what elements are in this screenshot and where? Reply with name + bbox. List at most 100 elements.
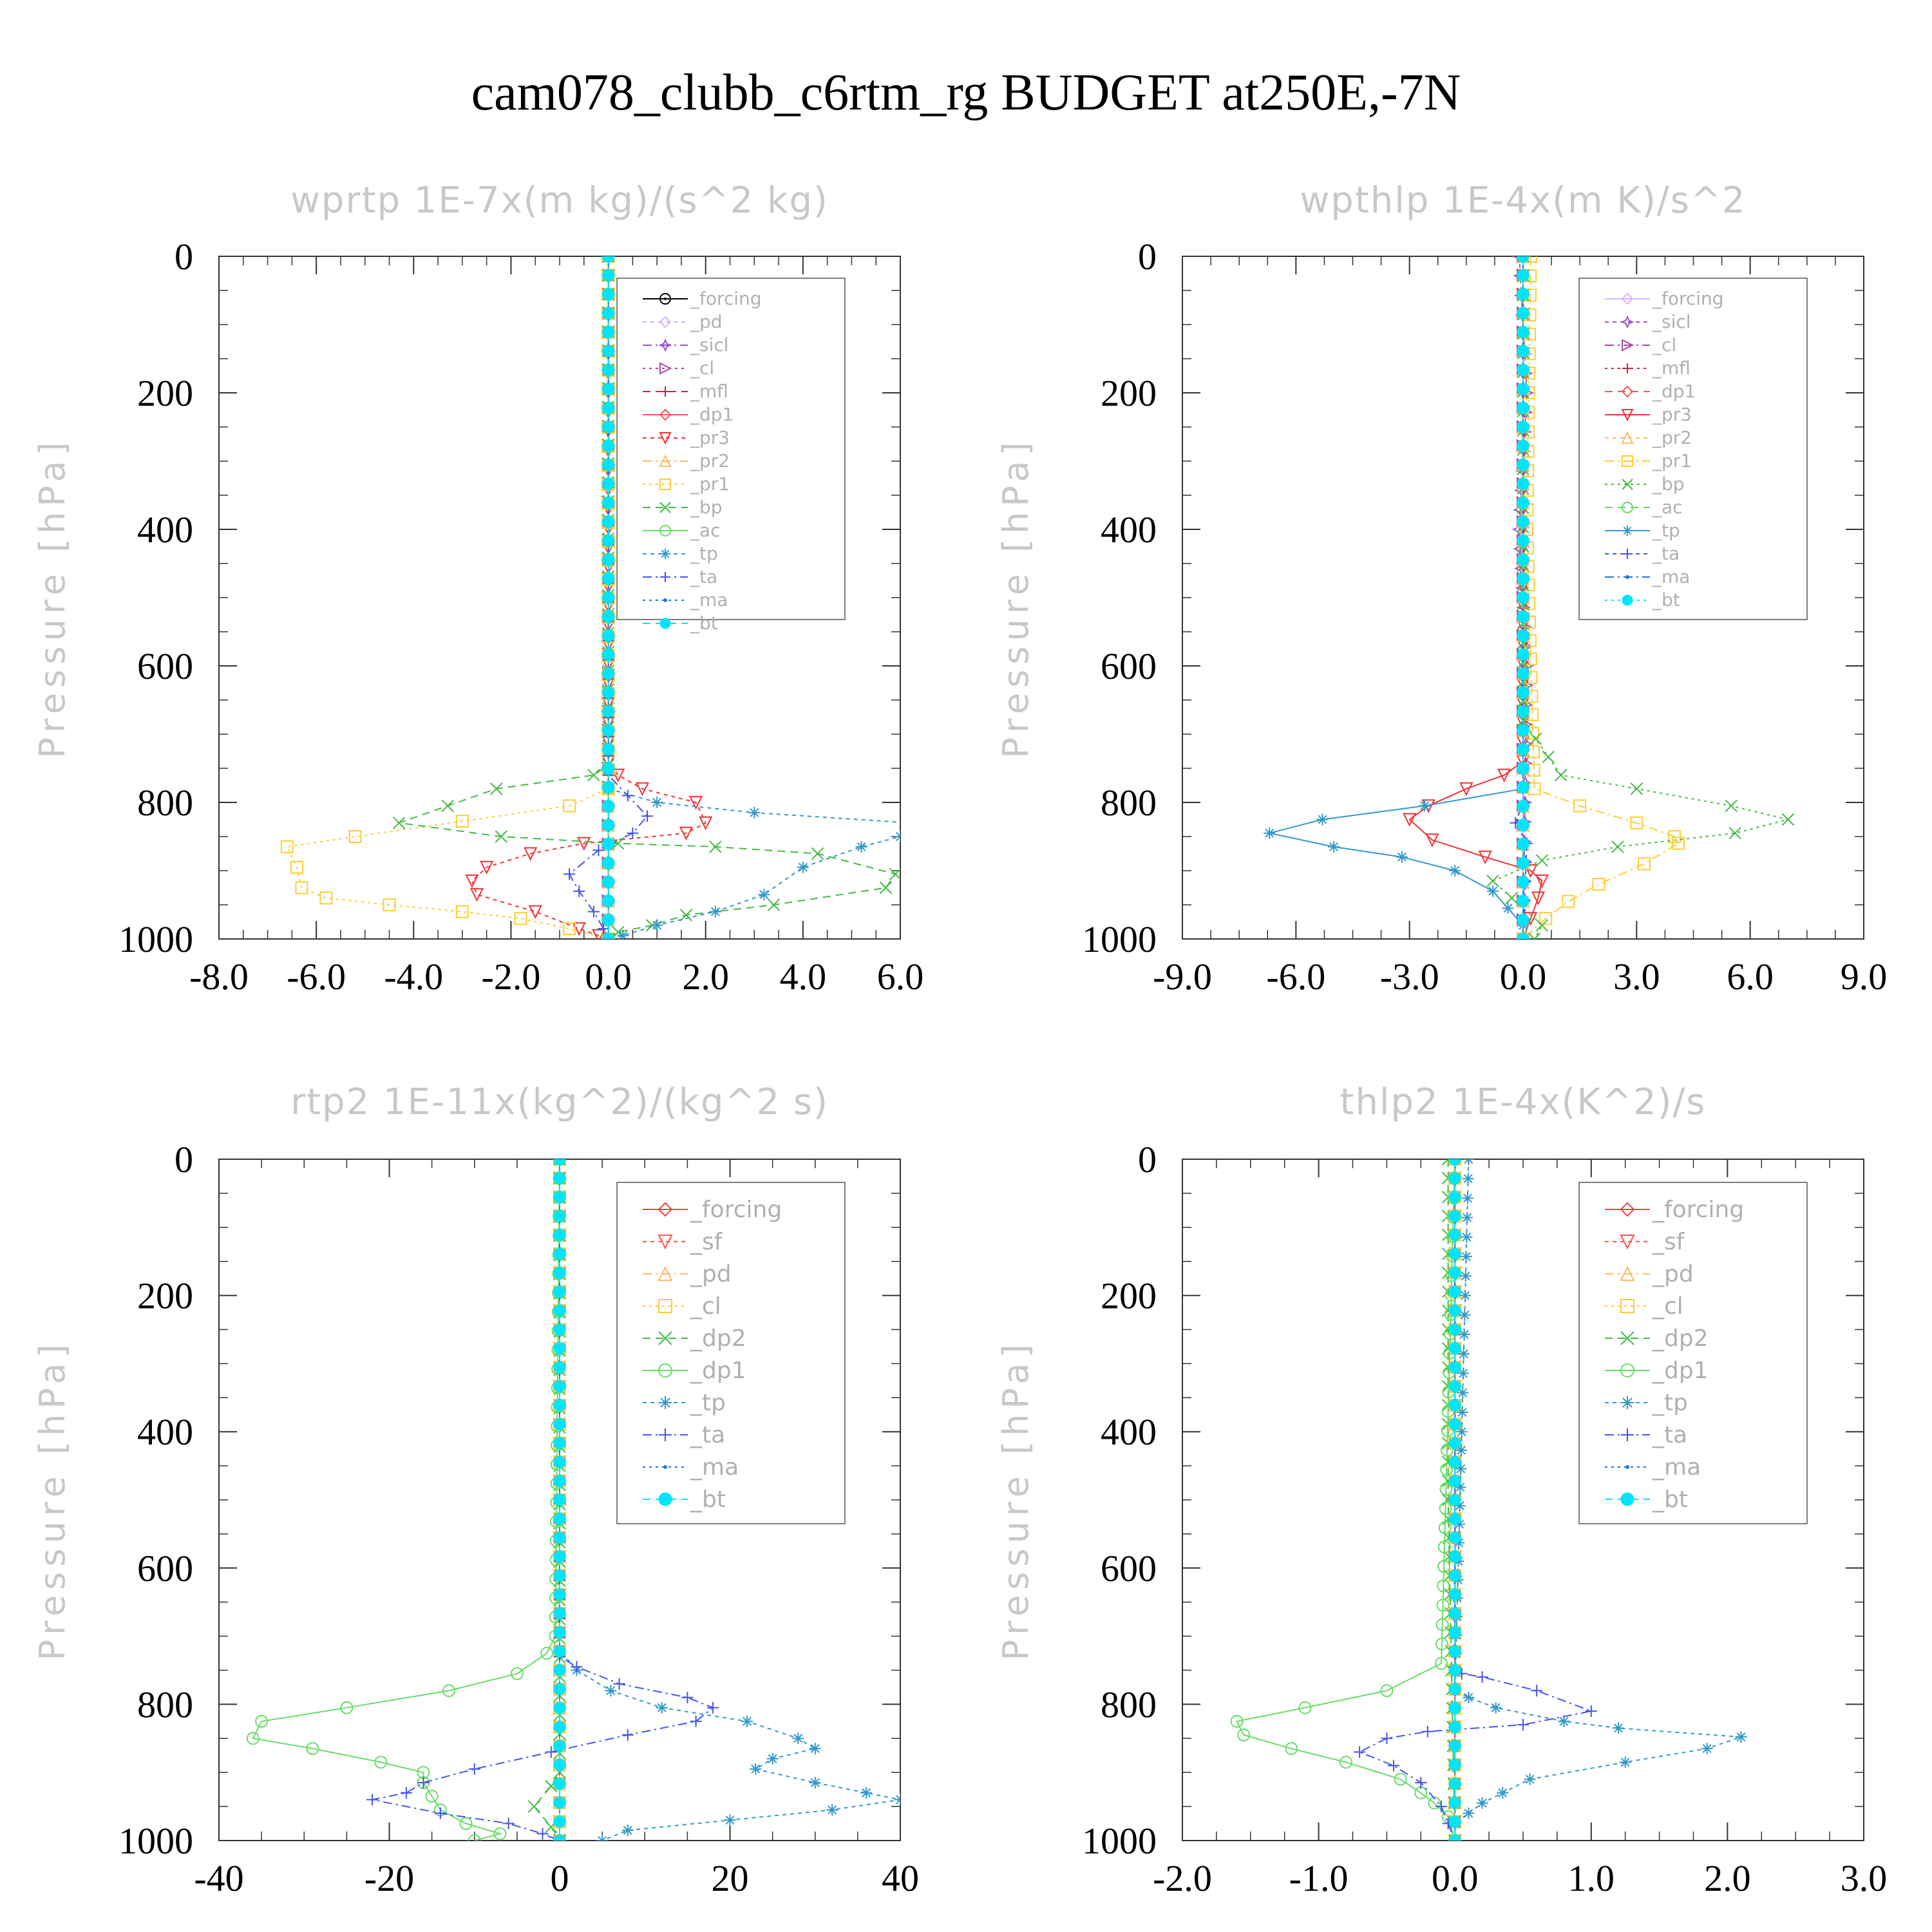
data-point-marker bbox=[1517, 256, 1530, 263]
data-point-marker bbox=[1437, 1560, 1451, 1573]
data-point-marker bbox=[1486, 885, 1499, 897]
legend-item: _pr3 bbox=[643, 427, 730, 448]
legend-item: _bt bbox=[1605, 1486, 1688, 1513]
legend-item: _cl bbox=[643, 357, 714, 379]
legend-marker bbox=[1622, 549, 1633, 559]
data-point-marker bbox=[417, 1777, 430, 1789]
data-point-marker bbox=[1448, 1664, 1461, 1676]
panel-title: thlp2 1E-4x(K^2)/s bbox=[1340, 1081, 1707, 1123]
y-tick-label: 400 bbox=[1101, 509, 1157, 551]
data-point-marker bbox=[442, 1684, 456, 1698]
data-point-marker bbox=[1524, 256, 1537, 263]
legend-item: _forcing bbox=[1605, 1197, 1744, 1223]
legend-item: _tp bbox=[643, 1390, 726, 1416]
x-tick-label: 0.0 bbox=[1500, 956, 1547, 998]
data-point-marker bbox=[573, 885, 585, 897]
data-point-marker bbox=[553, 1285, 566, 1298]
data-point-marker bbox=[290, 860, 303, 874]
data-point-marker bbox=[383, 898, 396, 911]
legend-marker bbox=[1622, 594, 1633, 606]
data-point-marker bbox=[1701, 1743, 1713, 1755]
data-point-marker bbox=[602, 535, 615, 547]
legend-item: _pr3 bbox=[1605, 404, 1692, 425]
data-point-marker bbox=[1517, 686, 1530, 699]
series-markers bbox=[1264, 256, 1529, 931]
legend-marker bbox=[659, 478, 671, 490]
y-tick-label: 1000 bbox=[1082, 1820, 1157, 1862]
legend-marker bbox=[660, 572, 670, 582]
data-point-marker bbox=[855, 840, 867, 853]
data-point-marker bbox=[553, 1531, 566, 1544]
legend-item: _cl bbox=[643, 1293, 721, 1320]
legend-marker bbox=[1620, 1202, 1635, 1217]
legend-marker bbox=[1620, 1363, 1634, 1378]
legend-marker bbox=[1620, 315, 1634, 329]
legend-label: _pr2 bbox=[1652, 427, 1692, 448]
data-point-marker bbox=[1461, 1231, 1473, 1243]
data-point-marker bbox=[374, 1756, 388, 1769]
data-point-marker bbox=[602, 838, 615, 851]
data-point-marker bbox=[767, 898, 781, 911]
x-tick-label: 9.0 bbox=[1841, 956, 1888, 998]
legend-item: _ma bbox=[1605, 566, 1690, 587]
x-tick-label: 0.0 bbox=[1432, 1857, 1479, 1899]
legend-item: _bt bbox=[643, 612, 718, 634]
data-point-marker bbox=[1441, 1405, 1455, 1418]
legend-label: _ma bbox=[1652, 566, 1690, 587]
data-point-marker bbox=[656, 1701, 668, 1714]
legend-label: _cl bbox=[690, 357, 714, 379]
data-point-marker bbox=[1440, 1443, 1454, 1457]
x-tick-label: -3.0 bbox=[1380, 956, 1439, 998]
data-point-marker bbox=[1539, 912, 1553, 925]
data-point-marker bbox=[792, 1732, 804, 1745]
legend-marker bbox=[659, 362, 672, 375]
legend-marker bbox=[659, 316, 672, 328]
legend-label: _dp1 bbox=[1652, 1358, 1709, 1384]
data-point-marker bbox=[602, 477, 615, 490]
data-point-marker bbox=[1403, 813, 1417, 827]
legend-marker bbox=[1621, 1396, 1634, 1409]
data-point-marker bbox=[602, 364, 615, 377]
y-tick-label: 800 bbox=[1101, 1683, 1157, 1725]
legend-item: _dp1 bbox=[643, 1358, 746, 1384]
legend-marker bbox=[1620, 1492, 1634, 1506]
legend-label: _mfl bbox=[690, 381, 728, 402]
legend-box bbox=[616, 278, 846, 620]
legend-marker bbox=[1622, 502, 1633, 513]
legend-box bbox=[1578, 278, 1808, 620]
y-tick-label: 200 bbox=[137, 1275, 193, 1317]
y-axis-label: Pressure [hPa] bbox=[996, 1339, 1036, 1660]
y-tick-label: 1000 bbox=[1082, 918, 1157, 960]
data-point-marker bbox=[627, 827, 639, 839]
data-point-marker bbox=[1448, 1834, 1461, 1841]
data-point-marker bbox=[493, 1827, 507, 1841]
data-point-marker bbox=[553, 1664, 566, 1676]
y-tick-label: 0 bbox=[175, 236, 193, 278]
legend-item: _sicl bbox=[643, 334, 729, 355]
series-markers bbox=[1354, 1159, 1597, 1841]
data-point-marker bbox=[553, 1493, 566, 1506]
data-point-marker bbox=[1354, 1746, 1366, 1758]
data-point-marker bbox=[602, 667, 615, 680]
legend-label: _ma bbox=[690, 1454, 739, 1481]
data-point-marker bbox=[246, 1732, 260, 1745]
data-point-marker bbox=[1441, 1424, 1454, 1437]
data-point-marker bbox=[1517, 781, 1530, 793]
legend-label: _bp bbox=[690, 497, 723, 518]
data-point-marker bbox=[1476, 1797, 1488, 1809]
legend-label: _sicl bbox=[1652, 311, 1691, 332]
data-point-marker bbox=[553, 1342, 566, 1355]
data-point-marker bbox=[651, 797, 663, 808]
data-point-marker bbox=[797, 861, 809, 873]
data-point-marker bbox=[1611, 840, 1624, 853]
data-point-marker bbox=[1517, 648, 1530, 661]
data-point-marker bbox=[1457, 1387, 1469, 1399]
data-point-marker bbox=[889, 867, 900, 881]
legend-label: _bp bbox=[1652, 473, 1685, 495]
y-tick-label: 0 bbox=[1138, 1139, 1157, 1180]
data-point-marker bbox=[1497, 768, 1511, 782]
data-point-marker bbox=[1435, 1801, 1448, 1813]
x-tick-label: -1.0 bbox=[1289, 1857, 1349, 1899]
series-markers bbox=[1449, 1159, 1747, 1830]
data-point-marker bbox=[1630, 782, 1643, 795]
